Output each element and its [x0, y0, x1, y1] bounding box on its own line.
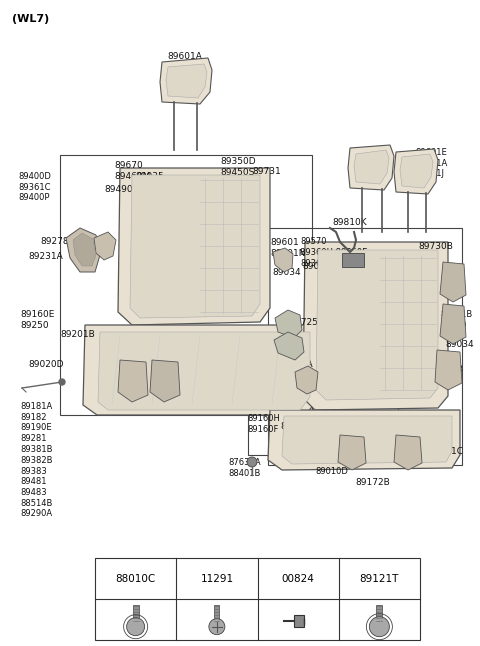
- Circle shape: [59, 379, 65, 385]
- Text: 97253C: 97253C: [295, 318, 330, 327]
- Polygon shape: [394, 435, 422, 470]
- Polygon shape: [274, 332, 304, 360]
- Text: 11291: 11291: [200, 574, 233, 585]
- Text: 89181A
89182
89190E
89281
89381B
89382B
89383
89481
89483
88514B
89290A: 89181A 89182 89190E 89281 89381B 89382B …: [20, 402, 52, 519]
- Text: 89150L: 89150L: [280, 422, 314, 431]
- Circle shape: [370, 617, 389, 637]
- Polygon shape: [394, 149, 438, 194]
- Text: 89160E
89250: 89160E 89250: [20, 310, 54, 329]
- Polygon shape: [275, 310, 302, 338]
- Text: 89020D: 89020D: [28, 360, 63, 369]
- Text: 89011B
89010D: 89011B 89010D: [315, 456, 348, 475]
- Text: 89110: 89110: [340, 437, 369, 446]
- Polygon shape: [435, 350, 462, 390]
- Text: 89035: 89035: [135, 172, 164, 181]
- Text: 89034: 89034: [272, 268, 300, 277]
- Text: 89835A
89160H
89160F: 89835A 89160H 89160F: [247, 403, 280, 433]
- Polygon shape: [273, 248, 293, 272]
- Text: 89121T: 89121T: [360, 574, 399, 585]
- Text: 89501B
89490: 89501B 89490: [440, 310, 472, 329]
- Text: 89350D
89450S: 89350D 89450S: [220, 157, 256, 177]
- Polygon shape: [160, 58, 212, 104]
- Polygon shape: [73, 233, 96, 266]
- Text: 89601A
89601J: 89601A 89601J: [168, 52, 203, 72]
- Bar: [268, 228, 462, 465]
- Polygon shape: [118, 168, 270, 325]
- Text: 89201B: 89201B: [60, 330, 95, 339]
- Polygon shape: [98, 332, 310, 410]
- Polygon shape: [440, 262, 466, 302]
- Text: 89342A: 89342A: [278, 360, 312, 369]
- Text: 89490: 89490: [104, 185, 132, 194]
- Circle shape: [209, 619, 225, 634]
- Text: 88010C: 88010C: [116, 574, 156, 585]
- Polygon shape: [66, 228, 100, 272]
- Text: 89278: 89278: [40, 237, 69, 246]
- Polygon shape: [316, 250, 438, 400]
- Text: 89178B: 89178B: [428, 365, 463, 374]
- Text: 89272A
89172B: 89272A 89172B: [128, 380, 163, 400]
- Text: 89442A: 89442A: [272, 335, 307, 344]
- Circle shape: [127, 618, 144, 636]
- Text: (WL7): (WL7): [12, 14, 49, 24]
- Text: 89731: 89731: [252, 167, 281, 176]
- Polygon shape: [166, 64, 207, 98]
- Circle shape: [247, 457, 257, 467]
- Polygon shape: [282, 416, 452, 464]
- Text: 89172B: 89172B: [355, 478, 390, 487]
- Text: 00824: 00824: [282, 574, 314, 585]
- Bar: [342, 253, 364, 267]
- Text: 89601
89301N: 89601 89301N: [270, 238, 305, 258]
- Text: 89231A: 89231A: [28, 252, 63, 261]
- Polygon shape: [268, 410, 460, 470]
- Text: 89034: 89034: [445, 340, 474, 349]
- Polygon shape: [348, 145, 394, 190]
- Polygon shape: [94, 232, 116, 260]
- Bar: [215, 605, 219, 625]
- Bar: [248, 398, 398, 455]
- Polygon shape: [400, 154, 433, 188]
- Text: 87637A
88401B: 87637A 88401B: [228, 458, 261, 478]
- Polygon shape: [83, 325, 318, 415]
- Text: 89400D
89361C
89400P: 89400D 89361C 89400P: [18, 172, 51, 202]
- Bar: [132, 605, 139, 625]
- Polygon shape: [295, 366, 318, 394]
- Polygon shape: [130, 175, 260, 318]
- Text: 89351
89300D: 89351 89300D: [335, 252, 371, 272]
- Text: 89361E: 89361E: [408, 432, 443, 441]
- Text: 89670
89460M: 89670 89460M: [114, 161, 150, 181]
- Text: 89730B: 89730B: [418, 242, 453, 251]
- Text: 89035: 89035: [302, 262, 331, 271]
- Polygon shape: [440, 304, 466, 344]
- Text: 89810K: 89810K: [332, 218, 367, 227]
- Bar: [376, 605, 383, 625]
- Text: 89131C: 89131C: [428, 447, 463, 456]
- Bar: [60, 155, 312, 415]
- Polygon shape: [303, 242, 448, 410]
- Polygon shape: [354, 150, 389, 184]
- Text: 89272A: 89272A: [393, 440, 428, 449]
- Bar: [294, 615, 304, 627]
- Text: 89601E
89601A
89601J: 89601E 89601A 89601J: [415, 148, 447, 178]
- Polygon shape: [338, 435, 366, 470]
- Polygon shape: [118, 360, 148, 402]
- Text: 89570
89360H 89350E
89360G: 89570 89360H 89350E 89360G: [300, 237, 367, 267]
- Bar: [95, 558, 420, 640]
- Polygon shape: [150, 360, 180, 402]
